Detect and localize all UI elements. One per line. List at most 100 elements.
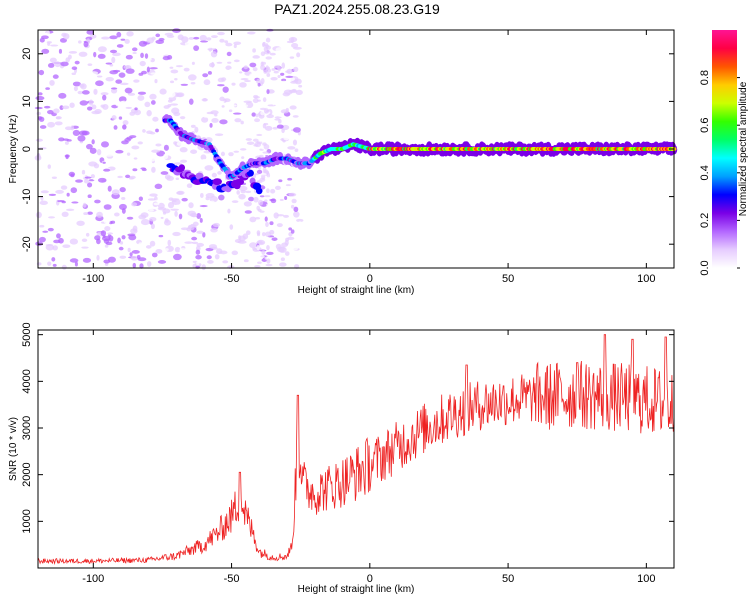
spectrogram-noise-blob <box>167 201 175 209</box>
spectrogram-noise-blob <box>138 40 148 47</box>
spectrogram-noise-blob <box>253 94 259 99</box>
spectrogram-noise-blob <box>137 114 146 118</box>
spectrogram-noise-blob <box>278 179 283 183</box>
spectrogram-noise-blob <box>116 44 124 48</box>
spectrogram-noise-blob <box>71 201 79 204</box>
spectrogram-noise-blob <box>53 108 60 114</box>
spectrogram-noise-blob <box>269 221 274 226</box>
spectrogram-noise-blob <box>263 108 269 114</box>
snr-panel: -100 -50 0 50 100 1000 2000 3000 4000 5000 Height… <box>8 322 675 595</box>
spectrogram-noise-blob <box>54 209 59 213</box>
spectrogram-noise-blob <box>174 210 178 217</box>
spectrogram-noise-blob <box>266 203 272 207</box>
spectrogram-noise-blob <box>278 119 282 124</box>
spectrogram-noise-blob <box>201 116 209 123</box>
spectrogram-noise-blob <box>252 48 256 53</box>
spectrogram-noise-blob <box>157 260 167 264</box>
spectrogram-noise-blob <box>65 57 70 63</box>
spectrogram-noise-blob <box>35 138 43 142</box>
spectrogram-noise-blob <box>63 33 70 40</box>
spectrogram-noise-blob <box>149 240 156 247</box>
spectrogram-noise-blob <box>294 148 299 152</box>
spectrogram-noise-blob <box>138 214 147 220</box>
spectrogram-noise-blob <box>144 53 149 59</box>
spectrogram-noise-blob <box>54 121 63 126</box>
spectrogram-noise-blob <box>202 231 206 238</box>
spectrogram-noise-blob <box>279 198 284 201</box>
spectrogram-noise-blob <box>254 118 261 123</box>
spectrogram-noise-blob <box>130 255 139 261</box>
spectrogram-noise-blob <box>271 68 276 71</box>
spectrogram-noise-blob <box>241 156 245 159</box>
spectrogram-noise-blob <box>152 116 159 122</box>
spectrogram-noise-blob <box>116 221 123 225</box>
spectrogram-noise-blob <box>293 127 301 133</box>
spectrogram-noise-blob <box>209 123 213 128</box>
spectrogram-noise-blob <box>87 211 93 215</box>
spectrogram-noise-blob <box>139 60 146 67</box>
spectrogram-noise-blob <box>265 45 272 50</box>
spectrogram-noise-blob <box>265 263 273 267</box>
spectrogram-noise-blob <box>38 116 45 122</box>
spectrogram-noise-blob <box>206 111 214 115</box>
spectrogram-noise-blob <box>264 195 271 198</box>
spectrogram-noise-blob <box>266 73 271 77</box>
spectrogram-noise-blob <box>72 81 81 87</box>
snr-y-tick-label: 4000 <box>21 369 33 393</box>
spectrogram-noise-blob <box>274 185 281 190</box>
spectrogram-noise-blob <box>64 141 69 145</box>
spectrogram-noise-blob <box>196 260 200 266</box>
spectrogram-noise-blob <box>201 98 208 102</box>
spectrogram-noise-blob <box>186 221 192 226</box>
spectrogram-noise-blob <box>52 163 61 167</box>
spectrogram-noise-blob <box>105 62 113 65</box>
spectrogram-noise-blob <box>279 262 287 267</box>
spectrogram-noise-blob <box>264 125 273 131</box>
spectrogram-noise-blob <box>81 90 90 95</box>
spectrogram-noise-blob <box>111 56 116 64</box>
spectrogram-noise-blob <box>241 132 247 137</box>
spectrogram-noise-blob <box>176 191 184 195</box>
spectrogram-noise-blob <box>262 42 266 48</box>
spectrogram-noise-blob <box>263 50 271 55</box>
spectrogram-noise-blob <box>293 206 299 213</box>
spectrogram-noise-blob <box>128 234 137 241</box>
spectrogram-noise-blob <box>264 231 272 237</box>
spectrogram-noise-blob <box>174 246 181 253</box>
spectrogram-noise-blob <box>244 80 251 83</box>
spectrogram-noise-blob <box>256 232 261 237</box>
spectrogram-noise-blob <box>274 65 279 69</box>
spectrogram-noise-blob <box>75 179 83 183</box>
spectrogram-noise-blob <box>120 100 127 106</box>
spectrogram-noise-blob <box>245 138 253 141</box>
spectrogram-noise-blob <box>285 107 289 112</box>
spectrogram-noise-blob <box>256 169 263 175</box>
spectrogram-noise-blob <box>160 191 166 198</box>
spectrogram-noise-blob <box>147 156 156 162</box>
spectrogram-noise-blob <box>288 192 297 197</box>
spectrogram-noise-blob <box>253 37 258 42</box>
spectrogram-noise-blob <box>203 115 209 118</box>
snr-series-line <box>37 334 675 565</box>
spectrogram-noise-blob <box>155 143 162 147</box>
spectrogram-noise-blob <box>48 216 56 219</box>
spectrogram-noise-blob <box>133 79 140 83</box>
spectrogram-noise-blob <box>108 250 115 254</box>
spectrogram-noise-blob <box>227 61 232 64</box>
spectrogram-y-tick-label: -10 <box>21 189 33 205</box>
spectrogram-noise-blob <box>138 196 143 202</box>
spectrogram-noise-blob <box>265 56 272 60</box>
spectrogram-noise-blob <box>170 69 179 74</box>
spectrogram-noise-blob <box>226 51 232 57</box>
spectrogram-noise-blob <box>247 31 256 35</box>
spectrogram-y-label: Frequency (Hz) <box>8 115 19 184</box>
spectrogram-noise-blob <box>259 103 265 109</box>
spectrogram-noise-blob <box>181 36 189 43</box>
spectrogram-noise-blob <box>137 95 145 101</box>
spectrogram-noise-blob <box>137 91 147 95</box>
spectrogram-noise-blob <box>298 84 303 88</box>
spectrogram-noise-blob <box>161 47 165 51</box>
spectrogram-noise-blob <box>62 244 71 249</box>
spectrogram-noise-blob <box>276 124 284 129</box>
spectrogram-noise-blob <box>121 197 126 200</box>
